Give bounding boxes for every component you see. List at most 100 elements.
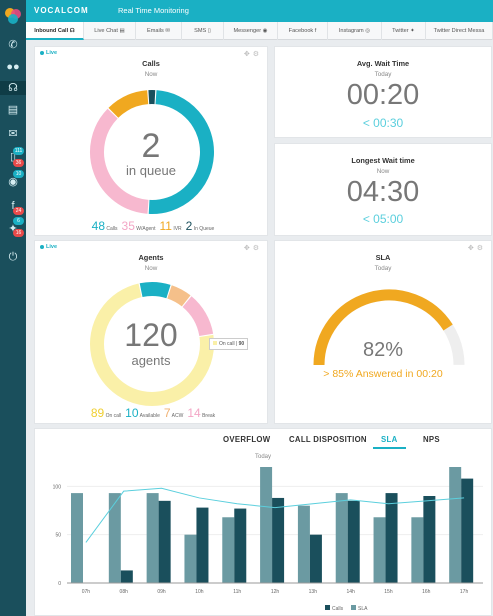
- avg-wait-subtitle: Today: [374, 71, 392, 78]
- agents-tooltip: On call | 90: [209, 338, 249, 350]
- messenger-badge: 10: [13, 170, 24, 178]
- bar-sla: [146, 493, 159, 583]
- agents-subtitle: Now: [144, 265, 158, 272]
- legend-label: On call: [104, 413, 122, 419]
- mobile-badge: 111: [13, 147, 24, 155]
- bar-sla: [335, 493, 348, 583]
- bar-calls: [234, 508, 247, 583]
- agents-title: Agents: [138, 253, 164, 262]
- chart-card: OVERFLOW CALL DISPOSITION SLA NPS Today …: [34, 428, 492, 616]
- x-tick-label: 11h: [233, 589, 241, 595]
- tab-live-chat[interactable]: Live Chat ▤: [84, 22, 136, 40]
- avg-wait-card: Avg. Wait Time Today 00:20 < 00:30: [274, 46, 492, 138]
- legend-value: 11: [159, 219, 172, 233]
- legend-value: 7: [163, 406, 171, 420]
- bar-calls: [347, 500, 360, 583]
- tab-sms[interactable]: SMS ▯: [182, 22, 224, 40]
- facebook-icon[interactable]: f: [11, 200, 15, 212]
- calls-donut: [90, 90, 214, 214]
- x-tick-label: 15h: [384, 589, 393, 595]
- longest-wait-target: < 05:00: [362, 212, 404, 226]
- card-tools[interactable]: ✥⚙: [243, 51, 262, 58]
- avg-wait-value: 00:20: [346, 79, 420, 111]
- calls-subtitle: Now: [144, 71, 158, 78]
- longest-wait-value: 04:30: [346, 176, 420, 208]
- y-tick-label: 0: [58, 581, 61, 587]
- tab-instagram[interactable]: Instagram ◎: [328, 22, 382, 40]
- phone-icon[interactable]: ✆: [8, 39, 18, 51]
- twitter-badge: 6: [13, 217, 24, 225]
- avg-wait-title: Avg. Wait Time: [356, 59, 410, 68]
- sla-bar-chart: 0 50 100 07h 08h 09h 10h 11h 12h 13h 14h 15h 16h 17h C…: [53, 467, 483, 612]
- power-icon[interactable]: ⏻: [8, 251, 18, 263]
- bar-sla: [373, 517, 386, 583]
- longest-wait-title: Longest Wait time: [351, 156, 415, 165]
- bar-calls: [272, 497, 285, 583]
- legend-label: Calls: [105, 226, 118, 232]
- x-tick-label: 16h: [422, 589, 431, 595]
- bar-sla: [260, 467, 273, 583]
- tab-overflow[interactable]: OVERFLOW: [223, 435, 271, 444]
- longest-wait-card: Longest Wait time Now 04:30 < 05:00: [274, 143, 492, 236]
- bar-sla: [108, 493, 121, 583]
- tab-call-disposition[interactable]: CALL DISPOSITION: [289, 435, 367, 444]
- twitter-dm-badge: 16: [13, 229, 24, 237]
- bar-sla: [411, 517, 424, 583]
- legend-value: 48: [91, 219, 106, 233]
- sms-badge: 36: [13, 159, 24, 167]
- legend-label: Available: [138, 413, 160, 419]
- twitter-icon[interactable]: ✦: [8, 223, 18, 235]
- agents-legend: 89 On call 10 Available 7 ACW 14 Break: [35, 406, 267, 420]
- side-rail: ✆ ●● ☊ ▤ ✉ ▯ 111 36 ◉ 10 f 24 ✦ 6 16 ⏻: [0, 0, 26, 616]
- messenger-icon[interactable]: ◉: [8, 176, 18, 188]
- bar-sla: [184, 534, 197, 583]
- agents-label: agents: [131, 353, 171, 368]
- sla-title: SLA: [375, 253, 391, 262]
- card-tools[interactable]: ✥⚙: [243, 245, 262, 252]
- tab-sla[interactable]: SLA: [373, 435, 406, 449]
- calls-queue-label: in queue: [126, 163, 176, 178]
- legend-value: 14: [187, 406, 201, 420]
- team-icon[interactable]: ●●: [6, 61, 20, 73]
- calls-title: Calls: [142, 59, 160, 68]
- x-tick-label: 17h: [460, 589, 469, 595]
- sla-caption: > 85% Answered in 00:20: [323, 368, 443, 380]
- donut-segment: [90, 283, 214, 406]
- card-tools[interactable]: ✥⚙: [467, 245, 486, 252]
- bar-sla: [297, 505, 310, 583]
- tab-emails[interactable]: Emails ✉: [136, 22, 182, 40]
- trend-line: [85, 487, 465, 543]
- calls-legend: 48 Calls 35 W/Agent 11 IVR 2 In Queue: [35, 219, 267, 233]
- avg-wait-target: < 00:30: [362, 116, 404, 130]
- bar-calls: [423, 496, 436, 583]
- chat-icon[interactable]: ▤: [7, 104, 19, 116]
- legend-label: SLA: [358, 606, 368, 612]
- calls-card: Live ✥⚙ Calls Now 2 in queue 48 Calls 35 …: [34, 46, 268, 236]
- donut-segment: [167, 285, 191, 307]
- tab-twitter-direct[interactable]: Twitter Direct Messa: [426, 22, 493, 40]
- mobile-icon[interactable]: ▯: [9, 151, 17, 163]
- live-indicator: Live: [40, 244, 57, 250]
- app-logo: [5, 8, 21, 24]
- bar-sla: [71, 493, 83, 583]
- agents-donut: [90, 282, 214, 406]
- tab-twitter[interactable]: Twitter ✦: [382, 22, 426, 40]
- tab-messenger[interactable]: Messenger ◉: [224, 22, 278, 40]
- longest-wait-subtitle: Now: [376, 168, 390, 175]
- x-tick-label: 12h: [271, 589, 280, 595]
- donut-segment: [148, 90, 214, 214]
- tab-nps[interactable]: NPS: [423, 435, 440, 444]
- tab-facebook[interactable]: Facebook f: [278, 22, 328, 40]
- bar-sla: [222, 517, 235, 583]
- top-bar: VOCALCOM Real Time Monitoring: [26, 0, 493, 22]
- x-tick-label: 14h: [346, 589, 355, 595]
- tab-inbound-call[interactable]: Inbound Call ☊: [26, 22, 84, 40]
- x-tick-label: 09h: [157, 589, 166, 595]
- legend-value: 35: [121, 219, 135, 233]
- bar-calls: [385, 493, 398, 583]
- x-tick-label: 13h: [309, 589, 318, 595]
- headset-icon[interactable]: ☊: [0, 81, 26, 95]
- donut-segment: [90, 108, 149, 214]
- legend-value: 2: [185, 219, 193, 233]
- email-icon[interactable]: ✉: [8, 128, 18, 140]
